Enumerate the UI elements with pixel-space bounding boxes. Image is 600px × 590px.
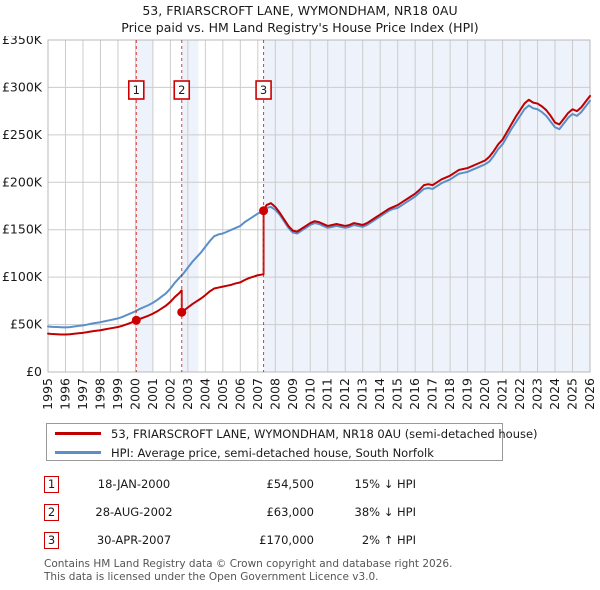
legend-item-hpi: HPI: Average price, semi-detached house,… — [47, 443, 502, 462]
y-axis-tick-label: £300K — [2, 79, 43, 94]
sale-marker-badge[interactable] — [173, 80, 191, 100]
x-axis-tick-label: 2011 — [320, 378, 335, 410]
x-axis-tick-label: 1996 — [57, 378, 72, 410]
y-axis-tick-label: £100K — [2, 269, 43, 284]
price-hpi-line-chart: £0 £50K £100K £150K £200K £250K £300K £350K 1995… — [2, 36, 597, 410]
property-series-line — [262, 94, 591, 233]
y-axis-tick-label: £0 — [26, 364, 42, 379]
x-axis-tick-label: 2019 — [460, 378, 475, 410]
x-axis-tick-label: 2012 — [337, 378, 352, 410]
sale-marker-badge[interactable] — [255, 80, 272, 100]
property-series-line — [180, 273, 265, 314]
x-axis-tick-label: 2005 — [215, 378, 230, 410]
legend-item-property: 53, FRIARSCROFT LANE, WYMONDHAM, NR18 0A… — [47, 424, 538, 443]
transaction-badge-3: 3 — [44, 531, 59, 549]
attribution-footer: Contains HM Land Registry data © Crown c… — [44, 558, 584, 583]
x-axis-tick-label: 1997 — [75, 378, 90, 410]
transaction-price-2: £63,000 — [266, 505, 314, 519]
transaction-date-2: 28-AUG-2002 — [95, 505, 173, 519]
x-axis-tick-label: 2022 — [512, 378, 527, 410]
x-axis-tick-label: 2006 — [232, 378, 247, 410]
transaction-price-3: £170,000 — [259, 533, 314, 547]
x-axis-tick-label: 2021 — [495, 378, 510, 410]
transaction-date-1: 18-JAN-2000 — [97, 477, 171, 491]
transaction-badge-2: 2 — [44, 503, 59, 521]
transaction-badge-1: 1 — [44, 475, 59, 493]
x-axis-tick-label: 2002 — [162, 378, 177, 410]
legend-swatch-property — [55, 432, 101, 435]
x-axis-tick-label: 1999 — [110, 378, 125, 410]
chart-legend: 53, FRIARSCROFT LANE, WYMONDHAM, NR18 0A… — [46, 423, 538, 462]
x-axis-tick-label: 2013 — [355, 378, 370, 410]
x-axis-tick-label: 2010 — [302, 378, 317, 410]
page-title: 53, FRIARSCROFT LANE, WYMONDHAM, NR18 0A… — [142, 3, 458, 18]
sale-point-marker[interactable] — [131, 315, 141, 325]
x-axis-tick-label: 1995 — [40, 378, 55, 410]
x-axis-tick-label: 2016 — [407, 378, 422, 410]
transaction-hpi-delta-1: 15% ↓ HPI — [354, 477, 416, 491]
table-row: 3 30-APR-2007 £170,000 2% ↑ HPI — [44, 526, 464, 554]
property-series-line — [47, 289, 183, 336]
y-axis-tick-label: £350K — [2, 36, 43, 47]
transaction-hpi-delta-2: 38% ↓ HPI — [354, 505, 416, 519]
y-axis-tick-label: £150K — [2, 222, 43, 237]
hpi-series-line — [47, 99, 591, 329]
sale-point-marker[interactable] — [177, 307, 187, 317]
transaction-date-3: 30-APR-2007 — [96, 533, 172, 547]
page-subtitle: Price paid vs. HM Land Registry's House … — [121, 20, 479, 35]
legend-swatch-hpi — [55, 451, 101, 454]
sale-marker-badge[interactable] — [127, 80, 145, 100]
x-axis-tick-label: 1998 — [92, 378, 107, 410]
x-axis-tick-label: 2023 — [530, 378, 545, 410]
sale-point-marker[interactable] — [259, 206, 269, 216]
chart-titles: 53, FRIARSCROFT LANE, WYMONDHAM, NR18 0A… — [0, 2, 600, 36]
transactions-table: 1 18-JAN-2000 £54,500 15% ↓ HPI 2 28-AUG… — [44, 470, 464, 554]
table-row: 2 28-AUG-2002 £63,000 38% ↓ HPI — [44, 498, 464, 526]
x-axis-tick-label: 2024 — [547, 378, 562, 410]
transaction-price-1: £54,500 — [266, 477, 314, 491]
x-axis-tick-label: 2025 — [565, 378, 580, 410]
y-axis-tick-label: £50K — [10, 317, 43, 332]
x-axis-tick-label: 2009 — [285, 378, 300, 410]
chart-area: £0 £50K £100K £150K £200K £250K £300K £350K 1995… — [0, 36, 600, 418]
legend-label-hpi: HPI: Average price, semi-detached house,… — [111, 445, 434, 460]
licence-line: This data is licensed under the Open Gov… — [44, 570, 379, 583]
transaction-hpi-delta-3: 2% ↑ HPI — [361, 533, 416, 547]
y-axis-tick-label: £200K — [2, 174, 43, 189]
sale-marker-badge-label: 2 — [178, 83, 185, 97]
x-axis-tick-label: 2000 — [127, 378, 142, 410]
copyright-line: Contains HM Land Registry data © Crown c… — [44, 558, 453, 570]
x-axis-tick-label: 2007 — [250, 378, 265, 410]
x-axis-tick-label: 2003 — [180, 378, 195, 410]
x-axis-tick-label: 2026 — [582, 378, 597, 410]
x-axis-tick-label: 2018 — [442, 378, 457, 410]
y-axis-tick-label: £250K — [2, 127, 43, 142]
x-axis-tick-label: 2020 — [477, 378, 492, 410]
sale-marker-badge-label: 3 — [260, 83, 267, 97]
x-axis-tick-label: 2014 — [372, 378, 387, 410]
x-axis-tick-label: 2004 — [197, 378, 212, 410]
x-axis-tick-label: 2015 — [390, 378, 405, 410]
table-row: 1 18-JAN-2000 £54,500 15% ↓ HPI — [44, 470, 464, 498]
x-axis-tick-label: 2017 — [425, 378, 440, 410]
sale-marker-badge-label: 1 — [133, 83, 140, 97]
legend-label-property: 53, FRIARSCROFT LANE, WYMONDHAM, NR18 0A… — [111, 426, 538, 441]
x-axis-tick-label: 2008 — [267, 378, 282, 410]
x-axis-tick-label: 2001 — [145, 378, 160, 410]
